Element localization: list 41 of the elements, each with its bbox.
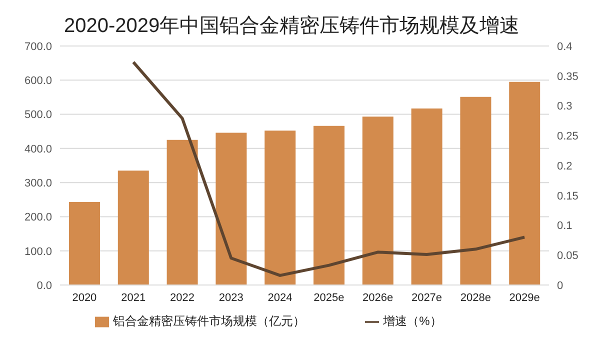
y-tick-label: 700.0 [24,40,52,53]
y-tick-label: 200.0 [24,212,52,224]
x-tick-label: 2029e [509,292,540,304]
bar [314,126,344,285]
bar [460,96,492,285]
x-tick-label: 2024 [268,292,292,304]
bar [166,140,198,285]
line-series [132,60,526,277]
x-tick-label: 2020 [72,292,97,304]
x-tick-label: 2027e [411,292,442,304]
bar [69,202,100,285]
x-tick-label: 2026e [362,292,394,304]
chart-title: 2020-2029年中国铝合金精密压铸件市场规模及增速 [63,14,521,38]
x-tick-label: 2021 [121,292,146,304]
y-tick-label: 500.0 [24,109,52,122]
y2-tick-label: 0.05 [557,250,578,262]
y2-tick-label: 0.1 [557,220,572,232]
bar [264,130,296,285]
y2-tick-label: 0.4 [557,40,572,53]
y2-tick-label: 0.3 [557,100,572,113]
legend-label: 增速（%） [383,314,442,328]
x-tick-label: 2028e [460,292,491,304]
y-tick-label: 600.0 [24,75,52,88]
bar [118,170,149,285]
y2-tick-label: 0.2 [557,160,572,172]
bar [411,108,442,285]
y-tick-label: 100.0 [24,246,52,258]
y-tick-label: 300.0 [24,177,52,190]
x-tick-label: 2022 [170,292,194,304]
y2-tick-label: 0.25 [557,130,578,143]
y2-tick-label: 0.35 [557,70,578,83]
bar [362,116,394,285]
bar [509,82,540,285]
x-tick-label: 2023 [218,292,244,304]
bar [216,132,247,285]
y-tick-label: 0.0 [36,280,52,292]
y2-tick-label: 0 [557,280,564,292]
legend-label: 铝合金精密压铸件市场规模（亿元） [113,314,306,328]
y2-tick-label: 0.15 [557,190,578,202]
x-tick-label: 2025e [314,292,344,304]
y-tick-label: 400.0 [24,143,52,156]
